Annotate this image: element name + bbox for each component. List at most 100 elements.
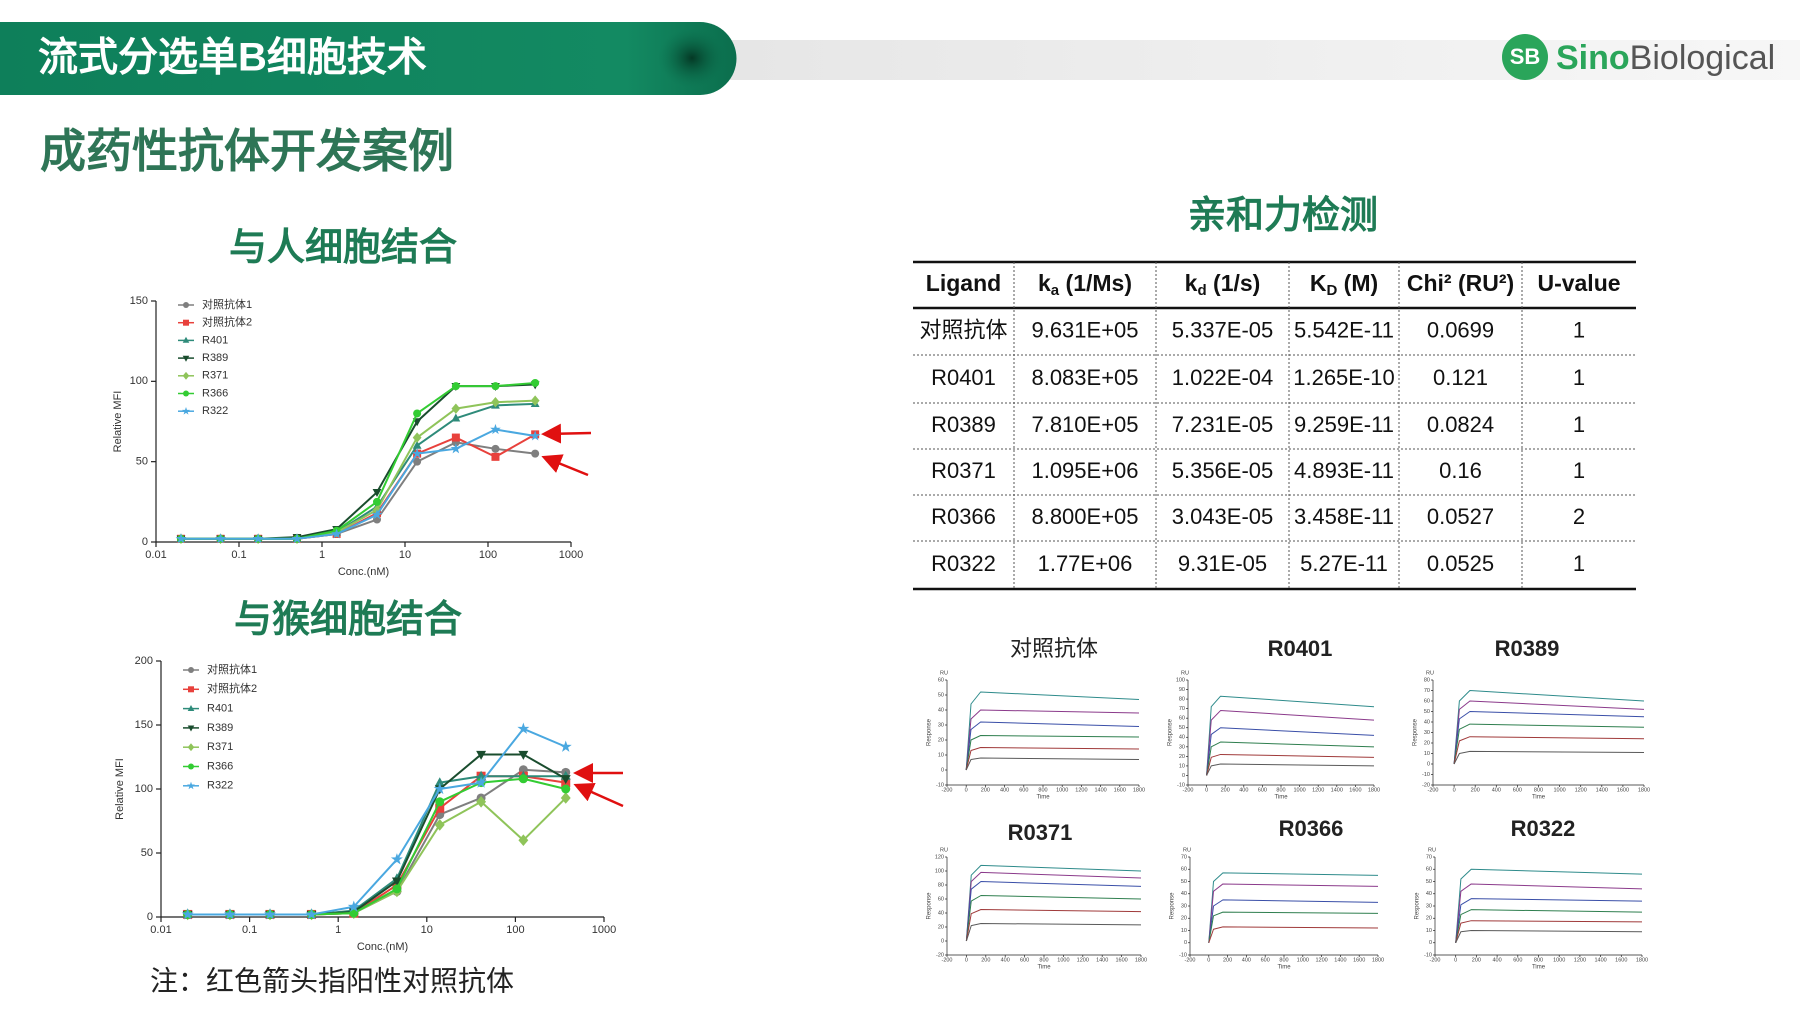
x-tick-label: 0.01	[145, 549, 166, 561]
y-tick-label: 30	[1426, 903, 1432, 909]
y-tick-label: -20	[936, 952, 944, 958]
unit-label: RU	[940, 670, 948, 676]
y-tick-label: -10	[1179, 952, 1187, 958]
y-tick-label: 40	[1424, 719, 1430, 725]
marker	[373, 497, 382, 506]
table-cell: 0.0824	[1427, 412, 1494, 437]
y-tick-label: 90	[1179, 687, 1185, 693]
marker	[560, 792, 571, 804]
header-subscript: D	[1326, 282, 1337, 299]
y-tick-label: 100	[935, 868, 944, 874]
series-line	[965, 923, 1142, 942]
legend-marker	[182, 336, 190, 343]
table-cell: 7.810E+05	[1031, 412, 1138, 437]
marker	[264, 908, 277, 920]
marker	[349, 908, 359, 918]
chart-title: R0371	[1008, 820, 1073, 845]
marker	[518, 834, 529, 847]
y-axis-title: Relative MFI	[114, 758, 126, 820]
y-tick-label: 50	[136, 456, 148, 468]
table-cell: 1	[1573, 551, 1585, 576]
row-label: R0401	[931, 365, 996, 390]
x-tick-label: 600	[1019, 787, 1028, 793]
x-tick-label: 1200	[1574, 957, 1586, 963]
legend-marker	[187, 781, 195, 790]
chart: R0322 -10 0 10 20 30 40 50 60 70 -200 0 200 400 600 800…	[1415, 816, 1649, 971]
chart: R0401 -10 0 10 20 30 40 50 60 70 80 90 100 -200 0 200 40…	[1168, 636, 1381, 801]
series-line	[1453, 723, 1645, 765]
series-line	[1453, 700, 1645, 765]
marker	[412, 432, 422, 443]
series-line	[1455, 898, 1643, 943]
unit-label: RU	[1183, 847, 1191, 853]
series-line	[1453, 736, 1645, 765]
x-tick-label: 1000	[1553, 957, 1565, 963]
series-line	[1208, 899, 1379, 943]
column-header: ka (1/Ms)	[1038, 270, 1132, 299]
y-tick-label: 40	[1426, 891, 1432, 897]
row-label: R0366	[931, 504, 996, 529]
marker	[252, 533, 264, 544]
row-label: R0322	[931, 551, 996, 576]
table-cell: 0.121	[1433, 365, 1488, 390]
x-tick-label: 100	[506, 924, 524, 936]
y-tick-label: 60	[938, 677, 944, 683]
x-tick-label: 1	[319, 549, 325, 561]
table-cell: 0.16	[1439, 458, 1482, 483]
y-tick-label: 0	[142, 536, 148, 548]
x-tick-label: 800	[1534, 787, 1543, 793]
note: 注：红色箭头指阳性对照抗体	[150, 965, 514, 996]
x-axis-title: Time	[1532, 795, 1546, 801]
series-line	[1455, 909, 1643, 943]
x-tick-label: 1200	[1075, 787, 1087, 793]
x-tick-label: 0	[965, 957, 968, 963]
x-tick-label: 400	[1000, 787, 1009, 793]
y-tick-label: 60	[1424, 698, 1430, 704]
series-line	[965, 895, 1142, 942]
legend-label: R389	[207, 722, 233, 734]
x-tick-label: 0	[1205, 787, 1208, 793]
x-tick-label: 0.01	[150, 924, 171, 936]
series-line	[187, 797, 567, 916]
column-header: kd (1/s)	[1185, 270, 1261, 299]
legend-label: 对照抗体1	[207, 662, 257, 676]
x-tick-label: 400	[1001, 957, 1010, 963]
x-axis-title: Time	[1532, 965, 1546, 971]
x-tick-label: 800	[1279, 957, 1288, 963]
y-tick-label: 10	[1426, 928, 1432, 934]
table-cell: 2	[1573, 504, 1585, 529]
x-tick-label: 1800	[1133, 787, 1145, 793]
legend-label: R366	[207, 760, 233, 772]
marker	[450, 443, 462, 454]
chart: R0366 -10 0 10 20 30 40 50 60 70 -200 0 200 400 600 800…	[1170, 816, 1385, 971]
y-tick-label: 60	[1181, 867, 1187, 873]
legend-label: R389	[202, 352, 228, 364]
header-text: k	[1185, 270, 1198, 296]
x-axis-title: Time	[1277, 965, 1291, 971]
x-tick-label: 0.1	[242, 924, 257, 936]
marker	[434, 818, 445, 831]
arrow	[541, 454, 589, 477]
x-tick-label: -200	[1427, 787, 1438, 793]
legend-marker	[188, 667, 194, 673]
marker	[175, 533, 187, 544]
y-tick-label: 30	[1181, 903, 1187, 909]
table-cell: 1.77E+06	[1038, 551, 1133, 576]
x-tick-label: 800	[1038, 787, 1047, 793]
y-tick-label: 0	[1184, 940, 1187, 946]
chart: 对照抗体 -10 0 10 20 30 40 50 60 -200 0 200 400 600 800 100…	[927, 636, 1146, 801]
x-tick-label: 400	[1493, 957, 1502, 963]
table-cell: 1.022E-04	[1172, 365, 1274, 390]
x-tick-label: 1600	[1114, 787, 1126, 793]
x-tick-label: 1400	[1094, 787, 1106, 793]
y-tick-label: 70	[1424, 688, 1430, 694]
x-tick-label: 1200	[1315, 957, 1327, 963]
legend-marker	[182, 407, 190, 415]
y-axis-title: Response	[1170, 892, 1176, 920]
y-tick-label: 50	[141, 847, 153, 859]
series-line	[965, 735, 1140, 771]
chart-title: R0322	[1511, 816, 1576, 841]
table-cell: 3.458E-11	[1294, 504, 1394, 529]
marker	[491, 452, 500, 461]
